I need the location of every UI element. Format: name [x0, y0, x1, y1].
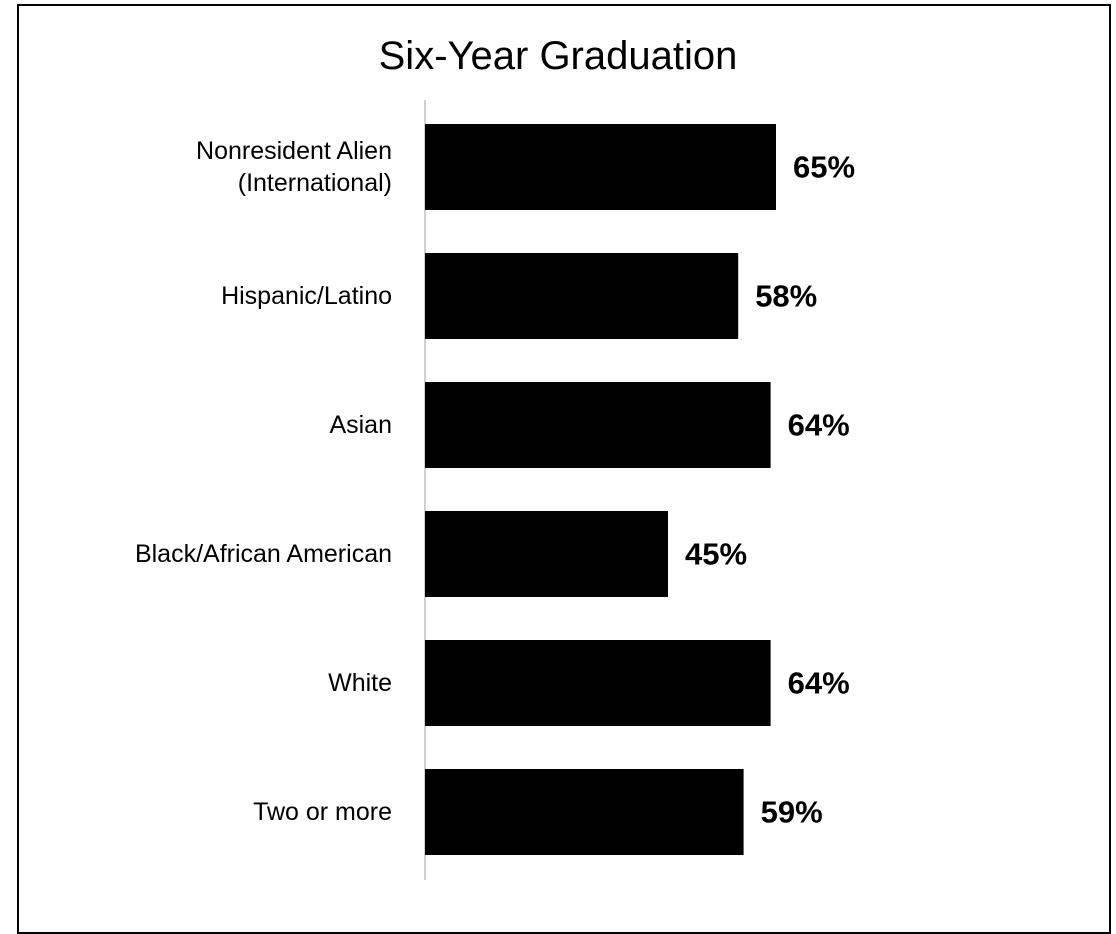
bar-4 — [425, 640, 771, 726]
value-labels-group: 65% 58% 64% 45% 64% 59% — [685, 150, 855, 830]
value-label-5: 59% — [761, 795, 823, 830]
bars-group — [425, 124, 776, 855]
value-label-3: 45% — [685, 537, 747, 572]
bar-1 — [425, 253, 739, 339]
category-label-1: Hispanic/Latino — [221, 282, 392, 310]
category-label-0: Nonresident Alien (International) — [196, 137, 392, 197]
bar-chart: Nonresident Alien (International) Hispanic… — [135, 100, 855, 880]
value-label-2: 64% — [788, 408, 850, 443]
category-labels-group: Nonresident Alien (International) Hispanic… — [135, 137, 392, 826]
bar-2 — [425, 382, 771, 468]
category-label-4: White — [328, 669, 392, 697]
value-label-0: 65% — [793, 150, 855, 185]
category-label-2: Asian — [329, 411, 392, 439]
bar-3 — [425, 511, 668, 597]
chart-title: Six-Year Graduation — [378, 34, 738, 78]
category-label-5: Two or more — [253, 798, 392, 826]
value-label-4: 64% — [788, 666, 850, 701]
value-label-1: 58% — [755, 279, 817, 314]
bar-5 — [425, 769, 744, 855]
category-label-3: Black/African American — [135, 540, 392, 568]
bar-0 — [425, 124, 776, 210]
